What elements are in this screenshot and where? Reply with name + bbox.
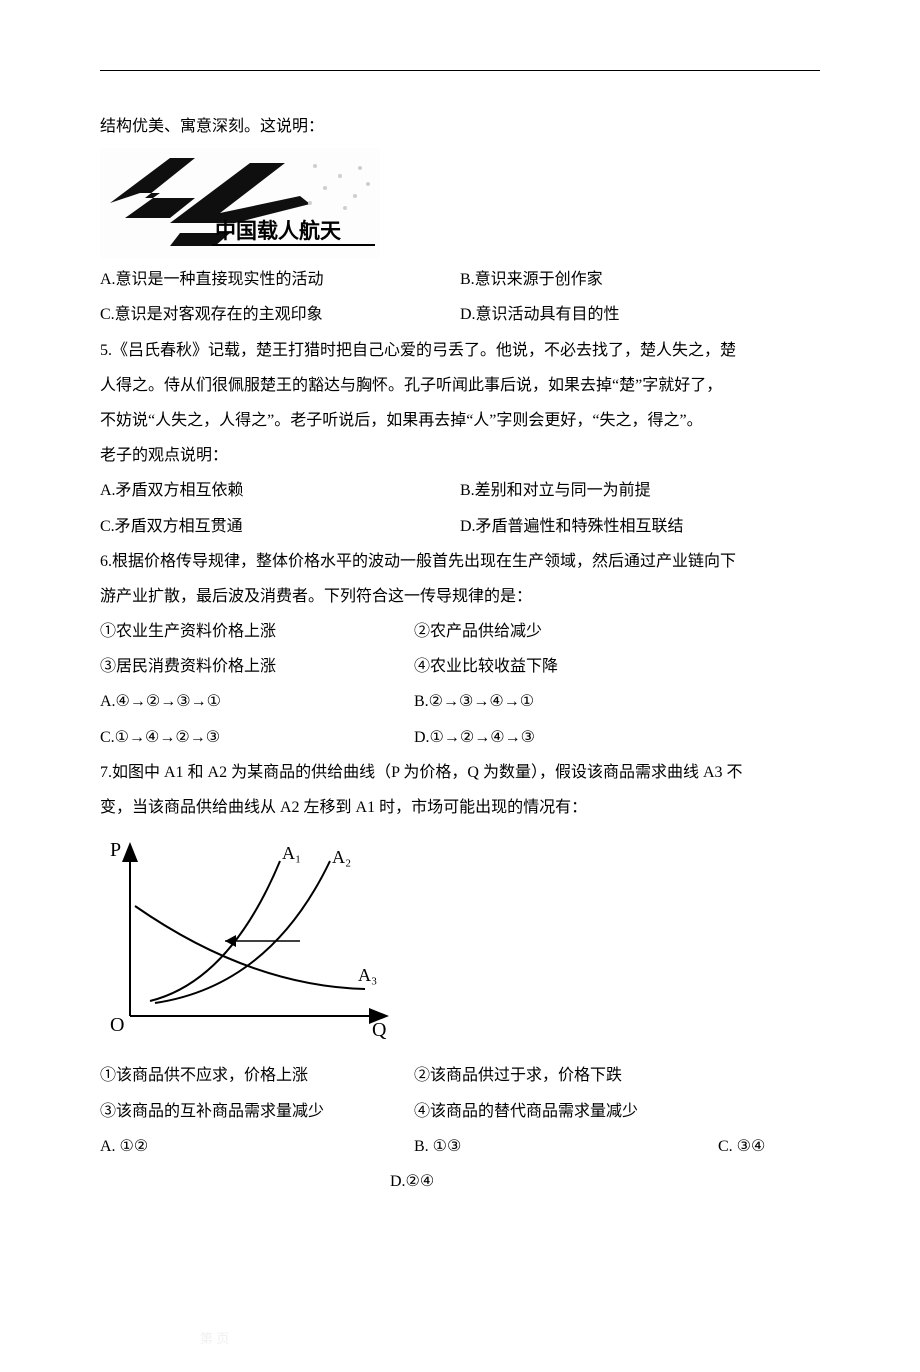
q6-item-3: ③居民消费资料价格上涨 xyxy=(100,649,410,684)
top-rule xyxy=(100,70,820,71)
svg-text:O: O xyxy=(110,1014,124,1036)
q7-stem: 7.如图中 A1 和 A2 为某商品的供给曲线（P 为价格，Q 为数量），假设该… xyxy=(100,755,820,825)
svg-text:A₃: A₃ xyxy=(358,965,377,985)
svg-text:A₁: A₁ xyxy=(282,843,301,863)
q5-opt-a: A.矛盾双方相互依赖 xyxy=(100,473,460,508)
q7-opt-c: C. ③④ xyxy=(718,1129,765,1164)
q6-line-1: 6.根据价格传导规律，整体价格水平的波动一般首先出现在生产领域，然后通过产业链向… xyxy=(100,544,820,579)
q6-items: ①农业生产资料价格上涨 ②农产品供给减少 ③居民消费资料价格上涨 ④农业比较收益… xyxy=(100,614,820,684)
q7-line-1: 7.如图中 A1 和 A2 为某商品的供给曲线（P 为价格，Q 为数量），假设该… xyxy=(100,755,820,790)
q7-item-3: ③该商品的互补商品需求量减少 xyxy=(100,1094,410,1129)
q5-stem: 5.《吕氏春秋》记载，楚王打猎时把自己心爱的弓丢了。他说，不必去找了，楚人失之，… xyxy=(100,333,820,474)
q4-opt-b: B.意识来源于创作家 xyxy=(460,262,820,297)
q4-opt-d: D.意识活动具有目的性 xyxy=(460,297,820,332)
q7-item-1: ①该商品供不应求，价格上涨 xyxy=(100,1058,410,1093)
q6-opt-c: C.①→④→②→③ xyxy=(100,720,410,755)
q5-line-2: 人得之。侍从们很佩服楚王的豁达与胸怀。孔子听闻此事后说，如果去掉“楚”字就好了， xyxy=(100,368,820,403)
q6-line-2: 游产业扩散，最后波及消费者。下列符合这一传导规律的是： xyxy=(100,579,820,614)
q7-item-2: ②该商品供过于求，价格下跌 xyxy=(414,1058,622,1093)
svg-text:Q: Q xyxy=(372,1019,387,1041)
q7-item-4: ④该商品的替代商品需求量减少 xyxy=(414,1094,638,1129)
q7-items: ①该商品供不应求，价格上涨 ②该商品供过于求，价格下跌 ③该商品的互补商品需求量… xyxy=(100,1058,820,1128)
q6-item-2: ②农产品供给减少 xyxy=(414,614,542,649)
q6-stem: 6.根据价格传导规律，整体价格水平的波动一般首先出现在生产领域，然后通过产业链向… xyxy=(100,544,820,614)
q6-opt-d: D.①→②→④→③ xyxy=(414,720,535,755)
q7-line-2: 变，当该商品供给曲线从 A2 左移到 A1 时，市场可能出现的情况有： xyxy=(100,790,820,825)
q4-opt-a: A.意识是一种直接现实性的活动 xyxy=(100,262,460,297)
q6-options: A.④→②→③→① B.②→③→④→① C.①→④→②→③ D.①→②→④→③ xyxy=(100,684,820,754)
q7-opt-d: D.②④ xyxy=(390,1173,434,1190)
logo-image: 中国载人航天 xyxy=(100,148,380,258)
supply-demand-chart-icon: P Q O A₁ A₂ A₃ xyxy=(100,831,400,1041)
q6-opt-b: B.②→③→④→① xyxy=(414,684,534,719)
fragment-line: 结构优美、寓意深刻。这说明： xyxy=(100,109,820,144)
logo-caption-text: 中国载人航天 xyxy=(215,219,342,243)
footer: 第 页 xyxy=(0,1325,920,1354)
q5-line-3: 不妨说“人失之，人得之”。老子听说后，如果再去掉“人”字则会更好，“失之，得之”… xyxy=(100,403,820,438)
footer-left: 第 页 xyxy=(200,1325,229,1354)
q5-options: A.矛盾双方相互依赖 B.差别和对立与同一为前提 C.矛盾双方相互贯通 D.矛盾… xyxy=(100,473,820,543)
q7-opt-b: B. ①③ xyxy=(414,1129,714,1164)
q5-opt-d: D.矛盾普遍性和特殊性相互联结 xyxy=(460,509,820,544)
space-logo-icon: 中国载人航天 xyxy=(100,148,380,258)
q5-line-4: 老子的观点说明： xyxy=(100,438,820,473)
q5-line-1: 5.《吕氏春秋》记载，楚王打猎时把自己心爱的弓丢了。他说，不必去找了，楚人失之，… xyxy=(100,333,820,368)
q7-chart: P Q O A₁ A₂ A₃ xyxy=(100,831,820,1054)
q5-opt-b: B.差别和对立与同一为前提 xyxy=(460,473,820,508)
svg-text:P: P xyxy=(110,839,121,861)
svg-text:A₂: A₂ xyxy=(332,847,351,867)
q4-opt-c: C.意识是对客观存在的主观印象 xyxy=(100,297,460,332)
q5-opt-c: C.矛盾双方相互贯通 xyxy=(100,509,460,544)
q6-opt-a: A.④→②→③→① xyxy=(100,684,410,719)
q7-opt-a: A. ①② xyxy=(100,1129,410,1164)
q4-options: A.意识是一种直接现实性的活动 B.意识来源于创作家 C.意识是对客观存在的主观… xyxy=(100,262,820,332)
page-content: 结构优美、寓意深刻。这说明： 中国载人航天 A.意识是一种直接现实性的活动 B.… xyxy=(0,89,920,1239)
q6-item-4: ④农业比较收益下降 xyxy=(414,649,558,684)
q6-item-1: ①农业生产资料价格上涨 xyxy=(100,614,410,649)
q7-options: A. ①② B. ①③ C. ③④ D.②④ xyxy=(100,1129,820,1199)
